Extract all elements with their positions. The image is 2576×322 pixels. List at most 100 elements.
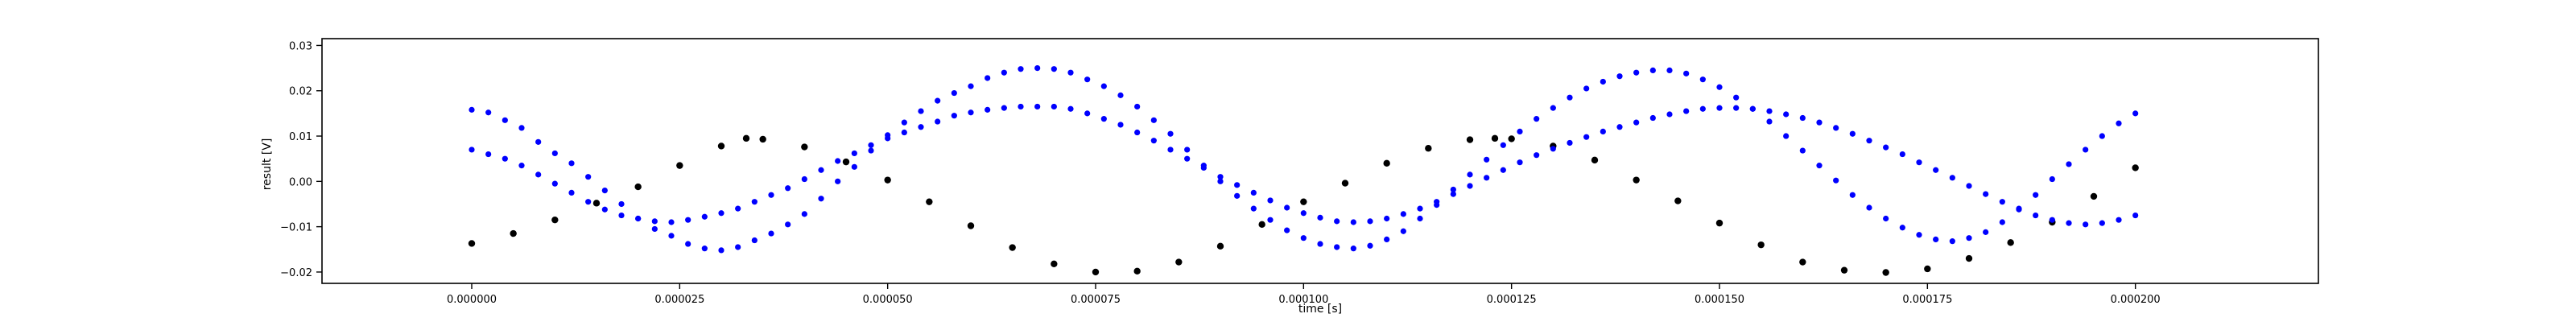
x-tick-label: 0.000150 (1695, 294, 1744, 306)
data-point (1134, 103, 1141, 110)
data-point (951, 89, 957, 97)
data-point (1100, 83, 1107, 89)
data-point (1491, 134, 1499, 142)
data-point (1417, 215, 1423, 222)
data-point (2083, 221, 2089, 228)
data-point (1284, 227, 1290, 233)
data-point (701, 213, 708, 220)
y-tick-label: 0.01 (289, 131, 312, 143)
data-point (1134, 129, 1141, 136)
data-point (1067, 105, 1074, 112)
data-point (1350, 219, 1356, 225)
data-point (1649, 67, 1656, 74)
data-point (1983, 191, 1989, 197)
data-point (1092, 268, 1100, 276)
data-point (1550, 105, 1556, 111)
data-point (1715, 219, 1724, 227)
data-point (1949, 175, 1955, 181)
data-point (1466, 136, 1474, 143)
data-point (842, 158, 850, 166)
data-point (759, 135, 766, 143)
x-tick-label: 0.000175 (1902, 294, 1952, 306)
data-point (751, 237, 758, 244)
data-point (967, 222, 975, 229)
data-point (851, 150, 857, 157)
data-point (1799, 258, 1806, 266)
data-point (1882, 269, 1889, 276)
axes-layer: 0.000000 0.000025 0.000050 0.000075 0.000100… (280, 38, 2319, 306)
x-tick-label: 0.000025 (654, 294, 704, 306)
data-point (1999, 199, 2005, 205)
data-point (1484, 175, 1490, 181)
data-point (1384, 215, 1390, 222)
data-point (1467, 183, 1473, 189)
data-point (2132, 164, 2139, 171)
data-point (835, 178, 841, 184)
y-tick-label: 0.00 (289, 176, 312, 188)
data-point (568, 189, 575, 196)
data-point (551, 216, 559, 224)
data-point (585, 199, 592, 205)
data-point (1616, 73, 1623, 80)
data-point (1716, 84, 1723, 90)
data-point (1317, 241, 1323, 247)
data-point (1167, 147, 1174, 153)
data-point (1966, 235, 1972, 242)
data-point (1100, 116, 1107, 122)
data-point (618, 200, 625, 208)
data-point (1933, 236, 1939, 242)
data-point (1966, 183, 1972, 189)
data-point (1425, 145, 1432, 152)
data-point (1417, 205, 1423, 212)
data-point (1733, 105, 1740, 111)
data-point (1508, 135, 1515, 142)
data-point (884, 176, 891, 184)
data-point (651, 225, 658, 233)
data-point (1567, 94, 1573, 101)
data-point (1009, 244, 1016, 251)
data-point (701, 246, 708, 252)
data-point (1117, 122, 1124, 128)
data-point (1051, 260, 1058, 267)
data-point (1899, 151, 1905, 158)
data-point (502, 155, 508, 162)
data-point (1965, 254, 1973, 262)
data-point (502, 117, 508, 123)
data-point (634, 183, 642, 191)
data-point (985, 106, 991, 113)
data-point (801, 211, 807, 217)
data-point (1583, 85, 1590, 92)
x-tick-label: 0.000100 (1278, 294, 1328, 306)
data-point (1716, 105, 1723, 111)
data-point (901, 129, 907, 136)
data-point (718, 247, 724, 254)
data-point (1733, 94, 1740, 101)
data-point (1757, 241, 1765, 249)
data-point (1550, 146, 1556, 152)
x-tick-label: 0.000125 (1487, 294, 1537, 306)
data-point (1899, 225, 1905, 231)
data-point (2049, 217, 2055, 223)
data-point (735, 244, 741, 250)
data-point (1766, 108, 1773, 114)
data-point (918, 108, 924, 114)
data-point (1799, 114, 1806, 122)
data-point (1234, 182, 1241, 188)
data-point (1167, 130, 1174, 137)
plot-layer (468, 64, 2139, 276)
data-point (2116, 120, 2122, 126)
data-point (1866, 138, 1872, 144)
data-point (742, 134, 750, 142)
data-point (676, 162, 683, 169)
data-point (851, 163, 857, 170)
data-point (485, 151, 492, 158)
data-point (468, 240, 476, 247)
data-point (1018, 66, 1024, 72)
data-point (1367, 218, 1373, 225)
data-point (1300, 235, 1307, 242)
data-point (2066, 220, 2072, 226)
data-point (1666, 111, 1673, 118)
data-point (751, 199, 758, 205)
x-tick-label: 0.000075 (1071, 294, 1121, 306)
